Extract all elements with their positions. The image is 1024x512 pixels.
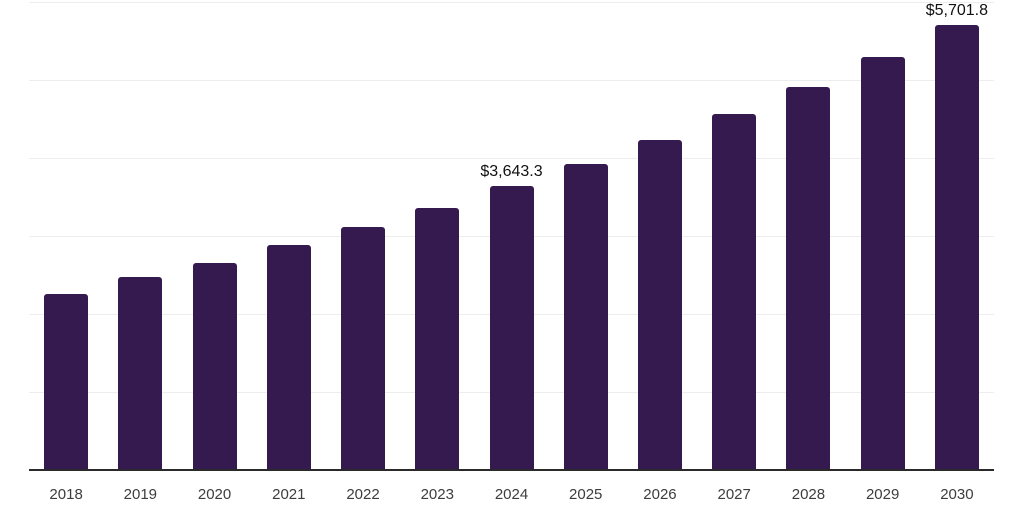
bar-2024 <box>489 185 534 470</box>
bar-2020 <box>192 262 237 470</box>
x-tick-label-2021: 2021 <box>272 486 306 503</box>
value-label-2024: $3,643.3 <box>480 162 543 180</box>
x-tick-label-2022: 2022 <box>346 486 380 503</box>
x-tick-label-2029: 2029 <box>865 486 900 503</box>
x-tick-label-2020: 2020 <box>197 486 232 503</box>
x-tick-label-2025: 2025 <box>569 486 603 503</box>
x-tick-label-2023: 2023 <box>420 486 454 503</box>
gridline-4000 <box>29 158 994 159</box>
x-tick-label-2028: 2028 <box>791 486 826 503</box>
x-axis-line <box>29 469 994 471</box>
bar-2019 <box>118 276 163 470</box>
x-tick-label-2026: 2026 <box>643 486 677 503</box>
x-tick-label-2018: 2018 <box>49 486 83 503</box>
gridline-5000 <box>29 80 994 81</box>
x-tick-label-2027: 2027 <box>717 486 751 503</box>
bar-2025 <box>563 163 608 470</box>
x-tick-label-2030: 2030 <box>940 486 974 503</box>
bar-2026 <box>637 140 682 470</box>
value-label-2030: $5,701.8 <box>925 2 989 20</box>
bar-2022 <box>341 226 386 470</box>
x-tick-label-2019: 2019 <box>123 486 158 503</box>
bar-2027 <box>712 114 757 470</box>
bar-2029 <box>860 57 905 470</box>
bar-2030 <box>934 25 979 470</box>
x-tick-label-2024: 2024 <box>494 486 529 503</box>
bar-2018 <box>44 294 89 470</box>
gridline-6000 <box>29 2 994 3</box>
plot-area: $3,643.3 $5,701.8 2018 2019 2020 2021 2022 202… <box>29 2 994 503</box>
bar-2023 <box>415 207 460 470</box>
bar-2028 <box>786 86 831 470</box>
bar-2021 <box>266 244 311 470</box>
